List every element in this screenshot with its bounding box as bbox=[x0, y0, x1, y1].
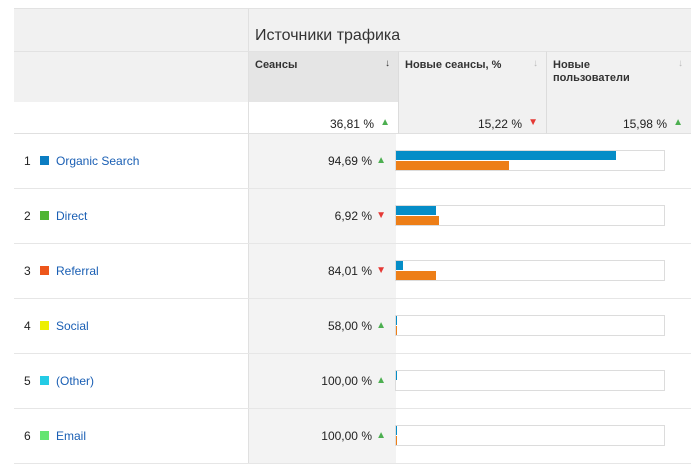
bar-cell bbox=[395, 425, 665, 446]
new-sessions-bar bbox=[396, 271, 437, 280]
trend-icon: ▲ bbox=[376, 155, 386, 166]
group-header: Источники трафика bbox=[248, 8, 691, 51]
row-value: 6,92 % bbox=[334, 209, 372, 223]
column-label: Новые пользователи bbox=[553, 59, 630, 84]
trend-icon: ▲ bbox=[380, 117, 390, 128]
trend-icon: ▲ bbox=[376, 375, 386, 386]
trend-icon: ▼ bbox=[376, 210, 386, 221]
totals-label-cell bbox=[14, 102, 248, 134]
legend-swatch bbox=[40, 376, 49, 385]
sort-arrow-icon[interactable]: ↓ bbox=[678, 58, 683, 69]
total-new-users: 15,98 % ▲ bbox=[546, 102, 691, 134]
bar-cell bbox=[395, 205, 665, 226]
table-row: 1 Organic Search 94,69 % ▲ bbox=[14, 134, 691, 189]
bar-cell bbox=[395, 150, 665, 171]
row-value: 94,69 % bbox=[327, 154, 372, 168]
sessions-cell: 58,00 % ▲ bbox=[248, 299, 396, 353]
column-label: Сеансы bbox=[255, 59, 298, 71]
channel-link[interactable]: Social bbox=[56, 319, 89, 333]
row-value: 58,00 % bbox=[327, 319, 372, 333]
sessions-bar bbox=[396, 261, 403, 270]
channel-link[interactable]: Direct bbox=[56, 209, 88, 223]
trend-icon: ▼ bbox=[376, 265, 386, 276]
legend-swatch bbox=[40, 156, 49, 165]
row-number: 3 bbox=[24, 264, 31, 278]
bar-cell bbox=[395, 315, 665, 336]
channel-link[interactable]: Email bbox=[56, 429, 87, 443]
new-sessions-bar bbox=[396, 216, 439, 225]
sessions-bar bbox=[396, 151, 616, 160]
sort-arrow-icon[interactable]: ↓ bbox=[533, 58, 538, 69]
sessions-bar bbox=[396, 426, 398, 435]
sessions-cell: 84,01 % ▼ bbox=[248, 244, 396, 298]
total-value: 15,98 % bbox=[622, 117, 667, 131]
row-number: 5 bbox=[24, 374, 31, 388]
sessions-bar bbox=[396, 206, 437, 215]
sessions-cell: 100,00 % ▲ bbox=[248, 354, 396, 408]
channel-link[interactable]: Organic Search bbox=[56, 154, 140, 168]
total-sessions: 36,81 % ▲ bbox=[248, 102, 398, 134]
column-label: Новые сеансы, % bbox=[405, 59, 502, 71]
row-number: 6 bbox=[24, 429, 31, 443]
trend-icon: ▲ bbox=[376, 430, 386, 441]
sessions-cell: 6,92 % ▼ bbox=[248, 189, 396, 243]
column-header-new-sessions[interactable]: Новые сеансы, % ↓ bbox=[398, 51, 546, 102]
trend-icon: ▼ bbox=[528, 117, 538, 128]
row-number: 1 bbox=[24, 154, 31, 168]
column-header-new-users[interactable]: Новые пользователи ↓ bbox=[546, 51, 691, 102]
bar-cell bbox=[395, 260, 665, 281]
row-value: 100,00 % bbox=[321, 429, 372, 443]
group-title: Источники трафика bbox=[255, 27, 401, 44]
sort-arrow-icon[interactable]: ↓ bbox=[385, 58, 390, 69]
report-table: Источники трафика Сеансы ↓ Новые сеансы,… bbox=[14, 8, 691, 466]
column-header-sessions[interactable]: Сеансы ↓ bbox=[248, 51, 398, 102]
trend-icon: ▲ bbox=[673, 117, 683, 128]
sessions-cell: 94,69 % ▲ bbox=[248, 134, 396, 188]
row-number: 4 bbox=[24, 319, 31, 333]
new-sessions-bar bbox=[396, 436, 398, 445]
header-spacer bbox=[14, 8, 248, 52]
table-row: 5 (Other) 100,00 % ▲ bbox=[14, 354, 691, 409]
total-value: 15,22 % bbox=[477, 117, 522, 131]
table-row: 3 Referral 84,01 % ▼ bbox=[14, 244, 691, 299]
new-sessions-bar bbox=[396, 326, 398, 335]
sessions-bar bbox=[396, 316, 398, 325]
legend-swatch bbox=[40, 211, 49, 220]
total-new-sessions: 15,22 % ▼ bbox=[398, 102, 546, 134]
legend-swatch bbox=[40, 266, 49, 275]
sessions-cell: 100,00 % ▲ bbox=[248, 409, 396, 463]
row-value: 100,00 % bbox=[321, 374, 372, 388]
channel-link[interactable]: (Other) bbox=[56, 374, 95, 388]
row-value: 84,01 % bbox=[327, 264, 372, 278]
table-row: 4 Social 58,00 % ▲ bbox=[14, 299, 691, 354]
table-row: 6 Email 100,00 % ▲ bbox=[14, 409, 691, 464]
total-value: 36,81 % bbox=[329, 117, 374, 131]
row-number: 2 bbox=[24, 209, 31, 223]
sessions-bar bbox=[396, 371, 398, 380]
channel-link[interactable]: Referral bbox=[56, 264, 99, 278]
dimension-header bbox=[14, 51, 248, 102]
trend-icon: ▲ bbox=[376, 320, 386, 331]
new-sessions-bar bbox=[396, 161, 509, 170]
legend-swatch bbox=[40, 431, 49, 440]
legend-swatch bbox=[40, 321, 49, 330]
bar-cell bbox=[395, 370, 665, 391]
table-row: 2 Direct 6,92 % ▼ bbox=[14, 189, 691, 244]
